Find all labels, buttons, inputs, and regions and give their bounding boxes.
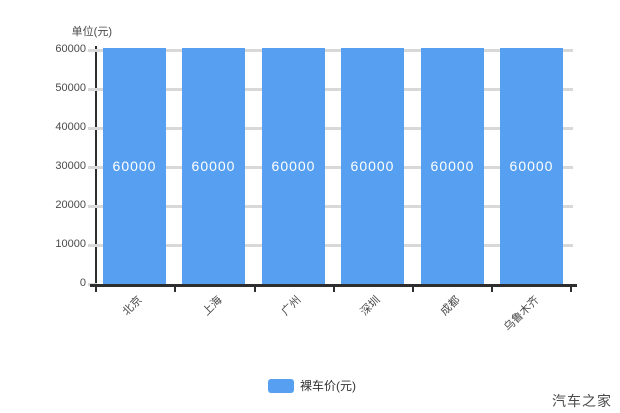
x-tick-mark (570, 287, 572, 292)
x-tick-mark (412, 287, 414, 292)
bar-value-label: 60000 (509, 158, 554, 174)
gridline-60000 (95, 49, 573, 52)
bar-value-label: 60000 (350, 158, 395, 174)
y-tick-mark (88, 88, 97, 91)
x-category-label: 深圳 (358, 294, 383, 319)
bar-category-6[interactable]: 60000 (500, 48, 563, 284)
gridline-20000 (95, 205, 573, 208)
y-tick-label: 50000 (55, 82, 86, 94)
legend-label: 裸车价(元) (300, 379, 356, 393)
y-axis-unit-label: 单位(元) (71, 26, 112, 38)
x-category-label: 广州 (279, 294, 304, 319)
bar-category-2[interactable]: 60000 (182, 48, 245, 284)
y-tick-mark (88, 127, 97, 130)
bar-value-label: 60000 (112, 158, 157, 174)
x-tick-mark (174, 287, 176, 292)
legend-swatch-icon (268, 379, 294, 393)
y-tick-label: 20000 (55, 199, 86, 211)
y-tick-mark (88, 244, 97, 247)
y-tick-mark (88, 205, 97, 208)
bar-category-5[interactable]: 60000 (421, 48, 484, 284)
bar-category-3[interactable]: 60000 (262, 48, 325, 284)
gridline-10000 (95, 244, 573, 247)
bar-category-4[interactable]: 60000 (341, 48, 404, 284)
y-tick-mark (88, 49, 97, 52)
x-category-label: 上海 (200, 294, 225, 319)
gridline-30000 (95, 166, 573, 169)
bar-value-label: 60000 (191, 158, 236, 174)
gridline-40000 (95, 127, 573, 130)
y-tick-label: 60000 (55, 43, 86, 55)
x-tick-mark (254, 287, 256, 292)
x-category-label: 成都 (438, 294, 463, 319)
y-tick-label: 10000 (55, 238, 86, 250)
gridline-50000 (95, 88, 573, 91)
bar-category-1[interactable]: 60000 (103, 48, 166, 284)
x-category-label: 乌鲁木齐 (502, 294, 542, 334)
y-tick-label: 0 (79, 277, 86, 289)
bar-value-label: 60000 (430, 158, 475, 174)
autohome-watermark: 汽车之家 (552, 393, 612, 409)
x-tick-mark (95, 287, 97, 292)
y-tick-mark (88, 166, 97, 169)
y-tick-label: 30000 (55, 160, 86, 172)
legend-item[interactable]: 裸车价(元) (268, 379, 356, 393)
bar-value-label: 60000 (271, 158, 316, 174)
y-tick-label: 40000 (55, 121, 86, 133)
x-tick-mark (333, 287, 335, 292)
x-axis-line (90, 284, 577, 287)
x-category-label: 北京 (120, 294, 145, 319)
x-tick-mark (491, 287, 493, 292)
